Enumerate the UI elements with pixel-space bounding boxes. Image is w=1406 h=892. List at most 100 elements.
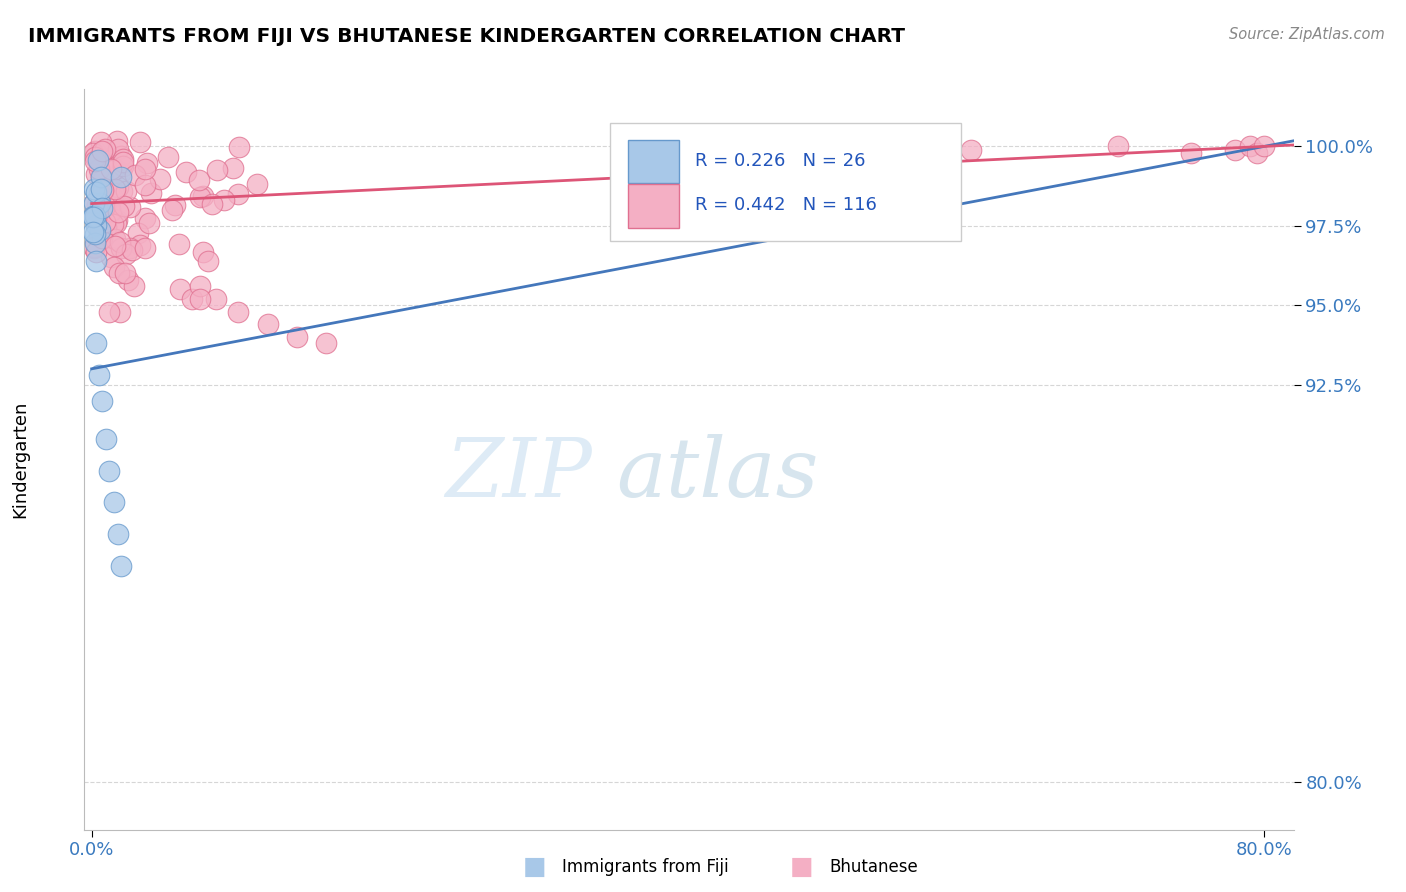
Point	[84, 244, 107, 259]
Point	[226, 186, 249, 201]
Point	[188, 190, 211, 204]
Point	[110, 235, 132, 250]
Point	[160, 203, 183, 218]
Point	[91, 183, 114, 197]
Point	[104, 239, 127, 253]
Point	[222, 161, 245, 175]
Point	[94, 199, 117, 213]
Point	[94, 220, 117, 235]
Point	[110, 149, 132, 163]
Point	[129, 237, 152, 252]
Text: Bhutanese: Bhutanese	[830, 858, 918, 876]
Point	[169, 282, 191, 296]
Text: R = 0.226   N = 26: R = 0.226 N = 26	[695, 152, 866, 170]
Point	[82, 197, 104, 211]
Point	[84, 254, 107, 268]
Point	[105, 135, 128, 149]
FancyBboxPatch shape	[610, 122, 962, 241]
Point	[98, 463, 121, 477]
Point	[134, 211, 156, 225]
Point	[103, 260, 125, 274]
Point	[90, 231, 112, 245]
Point	[315, 336, 337, 351]
Point	[188, 292, 211, 306]
Point	[84, 211, 107, 225]
Point	[110, 164, 132, 178]
Point	[101, 163, 124, 178]
Point	[110, 170, 132, 185]
Point	[138, 216, 160, 230]
Point	[100, 250, 122, 264]
Text: Immigrants from Fiji: Immigrants from Fiji	[562, 858, 730, 876]
Point	[89, 186, 111, 200]
Point	[94, 153, 117, 168]
Point	[112, 199, 135, 213]
Point	[98, 205, 121, 219]
Point	[134, 241, 156, 255]
Point	[86, 153, 108, 168]
Point	[193, 189, 215, 203]
Point	[124, 279, 146, 293]
Point	[226, 304, 249, 318]
Point	[134, 162, 156, 177]
Point	[111, 159, 134, 173]
Point	[256, 318, 278, 332]
Point	[139, 186, 162, 200]
Point	[174, 165, 197, 179]
Point	[187, 173, 209, 187]
Point	[83, 227, 105, 242]
Point	[90, 169, 112, 183]
Point	[82, 210, 104, 224]
Text: ■: ■	[523, 855, 546, 879]
Point	[84, 167, 107, 181]
Point	[108, 267, 131, 281]
Point	[107, 180, 129, 194]
Point	[91, 184, 114, 198]
Point	[104, 182, 127, 196]
Point	[86, 218, 108, 232]
Point	[111, 154, 134, 169]
Point	[107, 142, 129, 156]
Point	[112, 152, 135, 166]
Point	[83, 241, 105, 255]
Point	[156, 150, 179, 164]
Point	[110, 241, 132, 255]
Point	[134, 178, 156, 192]
Point	[83, 239, 105, 253]
Point	[87, 227, 110, 241]
Point	[205, 163, 228, 178]
Point	[246, 177, 269, 191]
Point	[107, 213, 129, 227]
Point	[82, 146, 104, 161]
Point	[813, 145, 835, 160]
Point	[91, 393, 114, 408]
Point	[1107, 139, 1129, 153]
Point	[93, 214, 115, 228]
Point	[90, 135, 112, 149]
Point	[114, 184, 136, 198]
Point	[200, 197, 222, 211]
Point	[1223, 143, 1246, 157]
Point	[101, 189, 124, 203]
Point	[129, 135, 152, 149]
Text: R = 0.442   N = 116: R = 0.442 N = 116	[695, 196, 877, 214]
Point	[89, 195, 111, 210]
Point	[86, 197, 108, 211]
Point	[84, 209, 107, 223]
Point	[83, 182, 105, 196]
Point	[118, 241, 141, 255]
Point	[124, 168, 146, 182]
Text: atlas: atlas	[616, 434, 818, 514]
Point	[111, 184, 134, 198]
Point	[82, 225, 104, 239]
Point	[82, 209, 104, 223]
Point	[118, 200, 141, 214]
Point	[87, 368, 110, 383]
Point	[1180, 145, 1202, 160]
Point	[212, 193, 235, 207]
Point	[117, 273, 139, 287]
Point	[103, 495, 125, 509]
Point	[93, 172, 115, 186]
Point	[108, 304, 131, 318]
Point	[228, 140, 250, 154]
